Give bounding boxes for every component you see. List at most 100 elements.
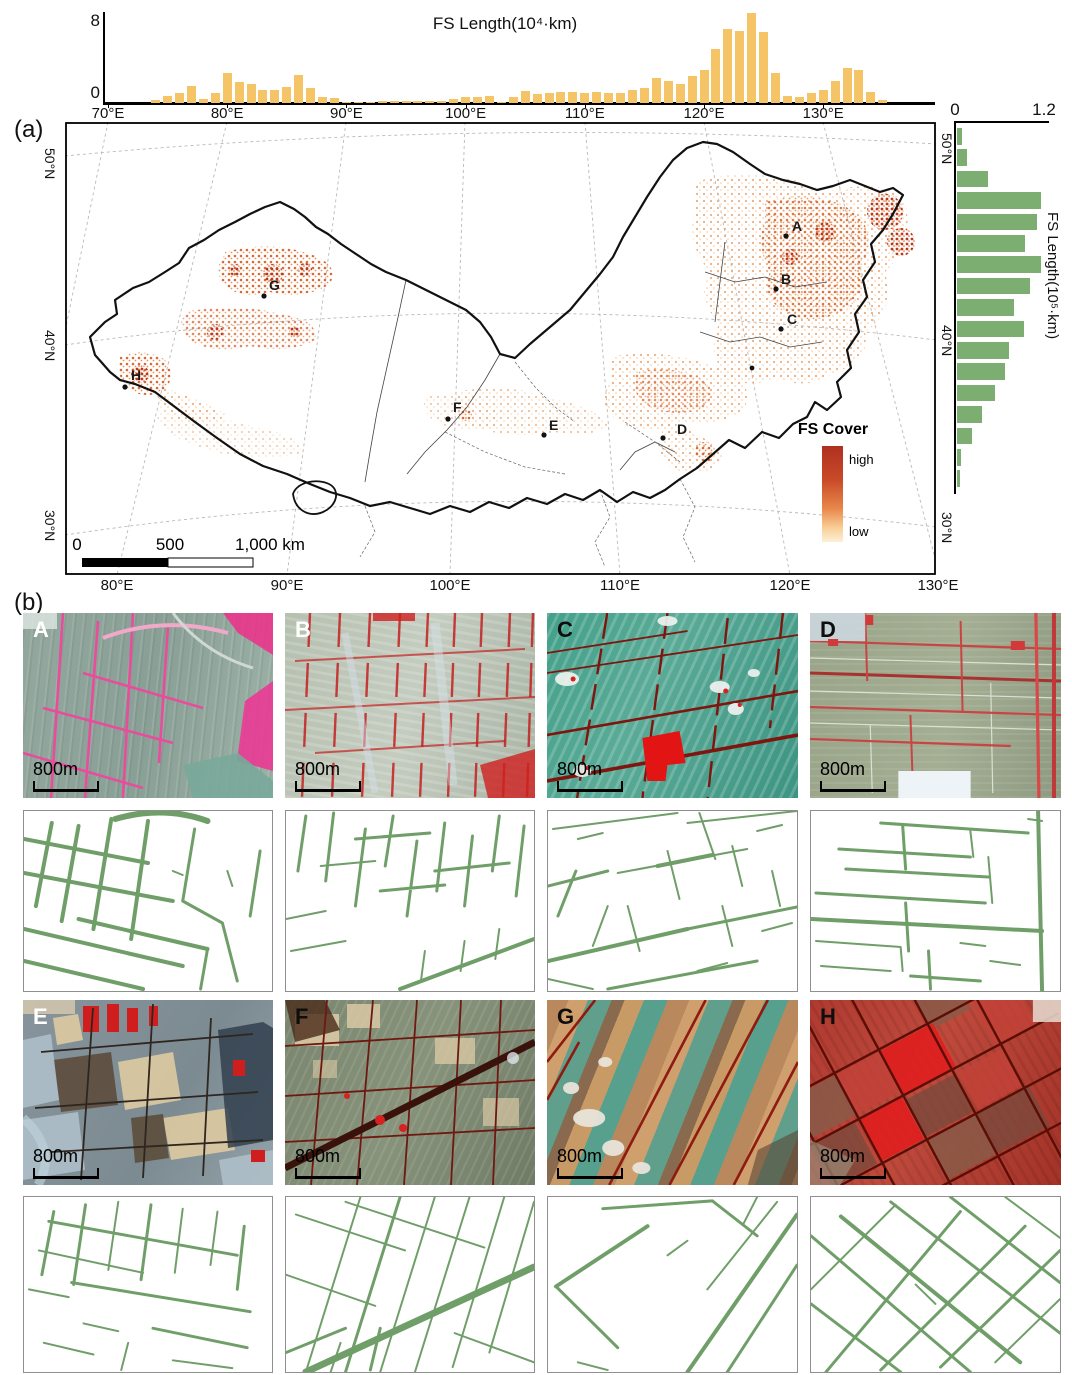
top-hist-bar	[878, 99, 888, 103]
lon-tick-label: 110°E	[564, 105, 605, 122]
top-hist-bar	[771, 73, 781, 103]
tile-scalebar: 800m	[295, 759, 361, 792]
fs-cover-density-layer	[118, 174, 915, 473]
extraction-lines-F	[286, 1197, 534, 1372]
top-hist-bar	[580, 92, 590, 103]
top-hist-bar	[484, 95, 494, 103]
lon-tick-mark	[704, 103, 705, 108]
tile-scalebar: 800m	[557, 759, 623, 792]
tile-scalebar: 800m	[820, 759, 886, 792]
top-hist-bar	[830, 81, 840, 103]
top-hist-bar	[735, 31, 745, 103]
tile-scalebar: 800m	[33, 759, 99, 792]
top-hist-bar	[377, 101, 387, 103]
map-marker-dot	[660, 435, 666, 441]
top-hist-bar	[616, 92, 626, 103]
lon-tick-mark	[584, 103, 586, 108]
extraction-lines-C	[548, 811, 797, 991]
map-frame	[65, 122, 936, 575]
top-hist-bar	[794, 97, 804, 103]
tile-scalebar: 800m	[820, 1146, 886, 1179]
extraction-map-A	[23, 810, 273, 992]
lat-label-left: 40°N	[42, 330, 58, 362]
lon-label-bottom: 130°E	[917, 577, 959, 594]
right-hist-bar	[957, 299, 1014, 316]
extraction-map-G	[547, 1196, 798, 1373]
top-hist-bar	[842, 67, 852, 103]
right-hist-bar	[957, 470, 961, 487]
top-hist-bar	[556, 92, 566, 103]
sat-image-G: G 800m	[547, 1000, 798, 1185]
top-hist-bar	[592, 91, 602, 103]
top-hist-bar	[544, 93, 554, 103]
map-unlabeled-dot	[749, 365, 755, 371]
tile-scalebar: 800m	[295, 1146, 361, 1179]
top-hist-bar	[163, 96, 173, 103]
svg-text:500: 500	[156, 535, 184, 554]
top-hist-bar	[675, 83, 685, 103]
sat-image-E: E 800m	[23, 1000, 273, 1185]
map-marker-H: H	[131, 367, 141, 383]
top-hist-bar	[639, 88, 649, 103]
y-max-label: 8	[90, 11, 100, 30]
sat-overlay-B	[285, 613, 535, 798]
tile-scalebar: 800m	[33, 1146, 99, 1179]
top-hist-bar	[461, 97, 471, 103]
top-hist-bar	[318, 97, 328, 103]
tile-letter: D	[820, 617, 836, 642]
sat-overlay-F	[285, 1000, 535, 1185]
top-hist-bar	[258, 90, 268, 103]
svg-text:low: low	[849, 524, 869, 539]
secondary-boundaries	[359, 361, 696, 568]
y-axis-line	[103, 12, 105, 103]
extraction-lines-E	[27, 1200, 252, 1372]
map-marker-B: B	[781, 271, 791, 287]
map-marker-F: F	[453, 399, 462, 415]
panel-a-label: (a)	[14, 116, 44, 143]
lon-tick-mark	[465, 103, 467, 108]
right-hist-bar	[957, 342, 1010, 359]
right-hist-bar	[957, 149, 967, 166]
extraction-map-B	[285, 810, 535, 992]
right-hist-bar	[957, 170, 988, 188]
map-marker-dot	[122, 384, 128, 390]
right-hist-bar	[957, 406, 982, 423]
svg-text:0: 0	[72, 535, 81, 554]
sat-image-F: F 800m	[285, 1000, 535, 1185]
right-histogram-title: FS Length(10⁵·km)	[1044, 212, 1061, 340]
map-marker-dot	[773, 286, 779, 292]
top-hist-bar	[687, 75, 697, 103]
lon-tick-label: 70°E	[91, 105, 125, 122]
top-hist-bar	[222, 73, 232, 103]
sat-image-D: D 800m	[810, 613, 1061, 798]
map-marker-dot	[261, 293, 267, 299]
map-marker-C: C	[787, 311, 797, 327]
top-hist-bar	[759, 32, 769, 103]
right-hist-bar	[957, 449, 961, 466]
top-hist-bar	[866, 91, 876, 103]
map-marker-G: G	[269, 277, 280, 293]
extraction-map-E	[23, 1196, 273, 1373]
map-marker-dot	[445, 416, 451, 422]
sat-overlay-D	[810, 613, 1061, 798]
right-hist-bar	[957, 128, 962, 145]
svg-text:1,000 km: 1,000 km	[235, 535, 305, 554]
fs-cover-legend: FS Cover high low	[798, 421, 874, 542]
longitude-histogram: 8 0 FS Length(10⁴·km) 70°E 80°E 90°E 100°E 1…	[0, 0, 1072, 126]
lat-label-left: 50°N	[42, 148, 58, 180]
top-hist-bar	[496, 101, 506, 103]
sat-image-A: A 800m	[23, 613, 273, 798]
top-hist-bar	[365, 101, 375, 103]
lon-label-bottom: 80°E	[100, 577, 134, 594]
right-hist-bar	[957, 192, 1042, 209]
top-hist-bar	[353, 102, 363, 103]
top-hist-bar	[270, 90, 280, 103]
china-fs-cover-map: 0 500 1,000 km FS Cover high low A B C D E F G…	[14, 121, 937, 576]
lon-tick-mark	[823, 103, 825, 108]
tile-letter: B	[295, 617, 311, 642]
extraction-map-H	[810, 1196, 1061, 1373]
right-hist-bar	[957, 277, 1030, 295]
top-hist-bar	[210, 92, 220, 103]
right-hist-bar	[957, 384, 995, 402]
